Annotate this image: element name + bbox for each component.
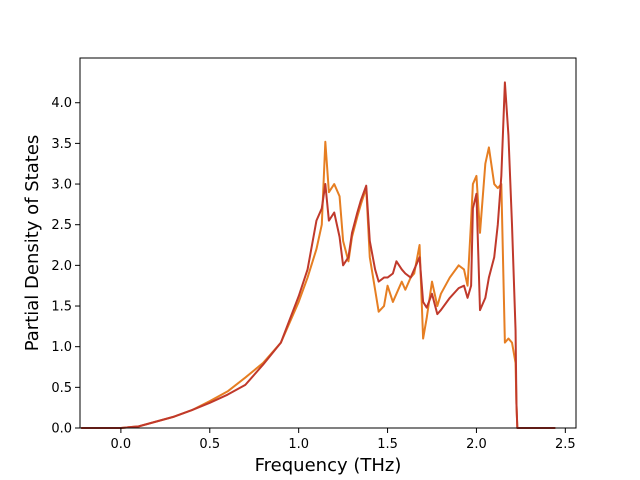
y-axis-label: Partial Density of States bbox=[22, 135, 43, 352]
y-tick-label: 4.0 bbox=[51, 96, 72, 111]
y-axis-ticks: 0.0 0.5 1.0 1.5 2.0 2.5 3.0 3.5 4.0 bbox=[51, 96, 80, 437]
x-tick-label: 2.0 bbox=[466, 437, 487, 452]
x-tick-label: 2.5 bbox=[555, 437, 576, 452]
x-tick-label: 1.0 bbox=[288, 437, 309, 452]
x-tick-label: 1.5 bbox=[377, 437, 398, 452]
y-tick-label: 1.0 bbox=[51, 340, 72, 355]
series-layer bbox=[80, 81, 556, 429]
y-tick-label: 2.5 bbox=[51, 218, 72, 233]
y-tick-label: 3.0 bbox=[51, 178, 72, 193]
y-tick-label: 3.5 bbox=[51, 137, 72, 152]
y-tick-label: 2.0 bbox=[51, 259, 72, 274]
axes-frame bbox=[79, 57, 577, 429]
series-line-2 bbox=[80, 81, 556, 429]
x-tick-label: 0.0 bbox=[111, 437, 132, 452]
plot-area bbox=[80, 58, 576, 428]
y-tick-label: 0.0 bbox=[51, 422, 72, 437]
y-tick-label: 0.5 bbox=[51, 381, 72, 396]
y-tick-label: 1.5 bbox=[51, 300, 72, 315]
x-axis-ticks: 0.0 0.5 1.0 1.5 2.0 2.5 bbox=[111, 428, 576, 452]
x-tick-label: 0.5 bbox=[199, 437, 220, 452]
x-axis-label: Frequency (THz) bbox=[255, 455, 402, 476]
